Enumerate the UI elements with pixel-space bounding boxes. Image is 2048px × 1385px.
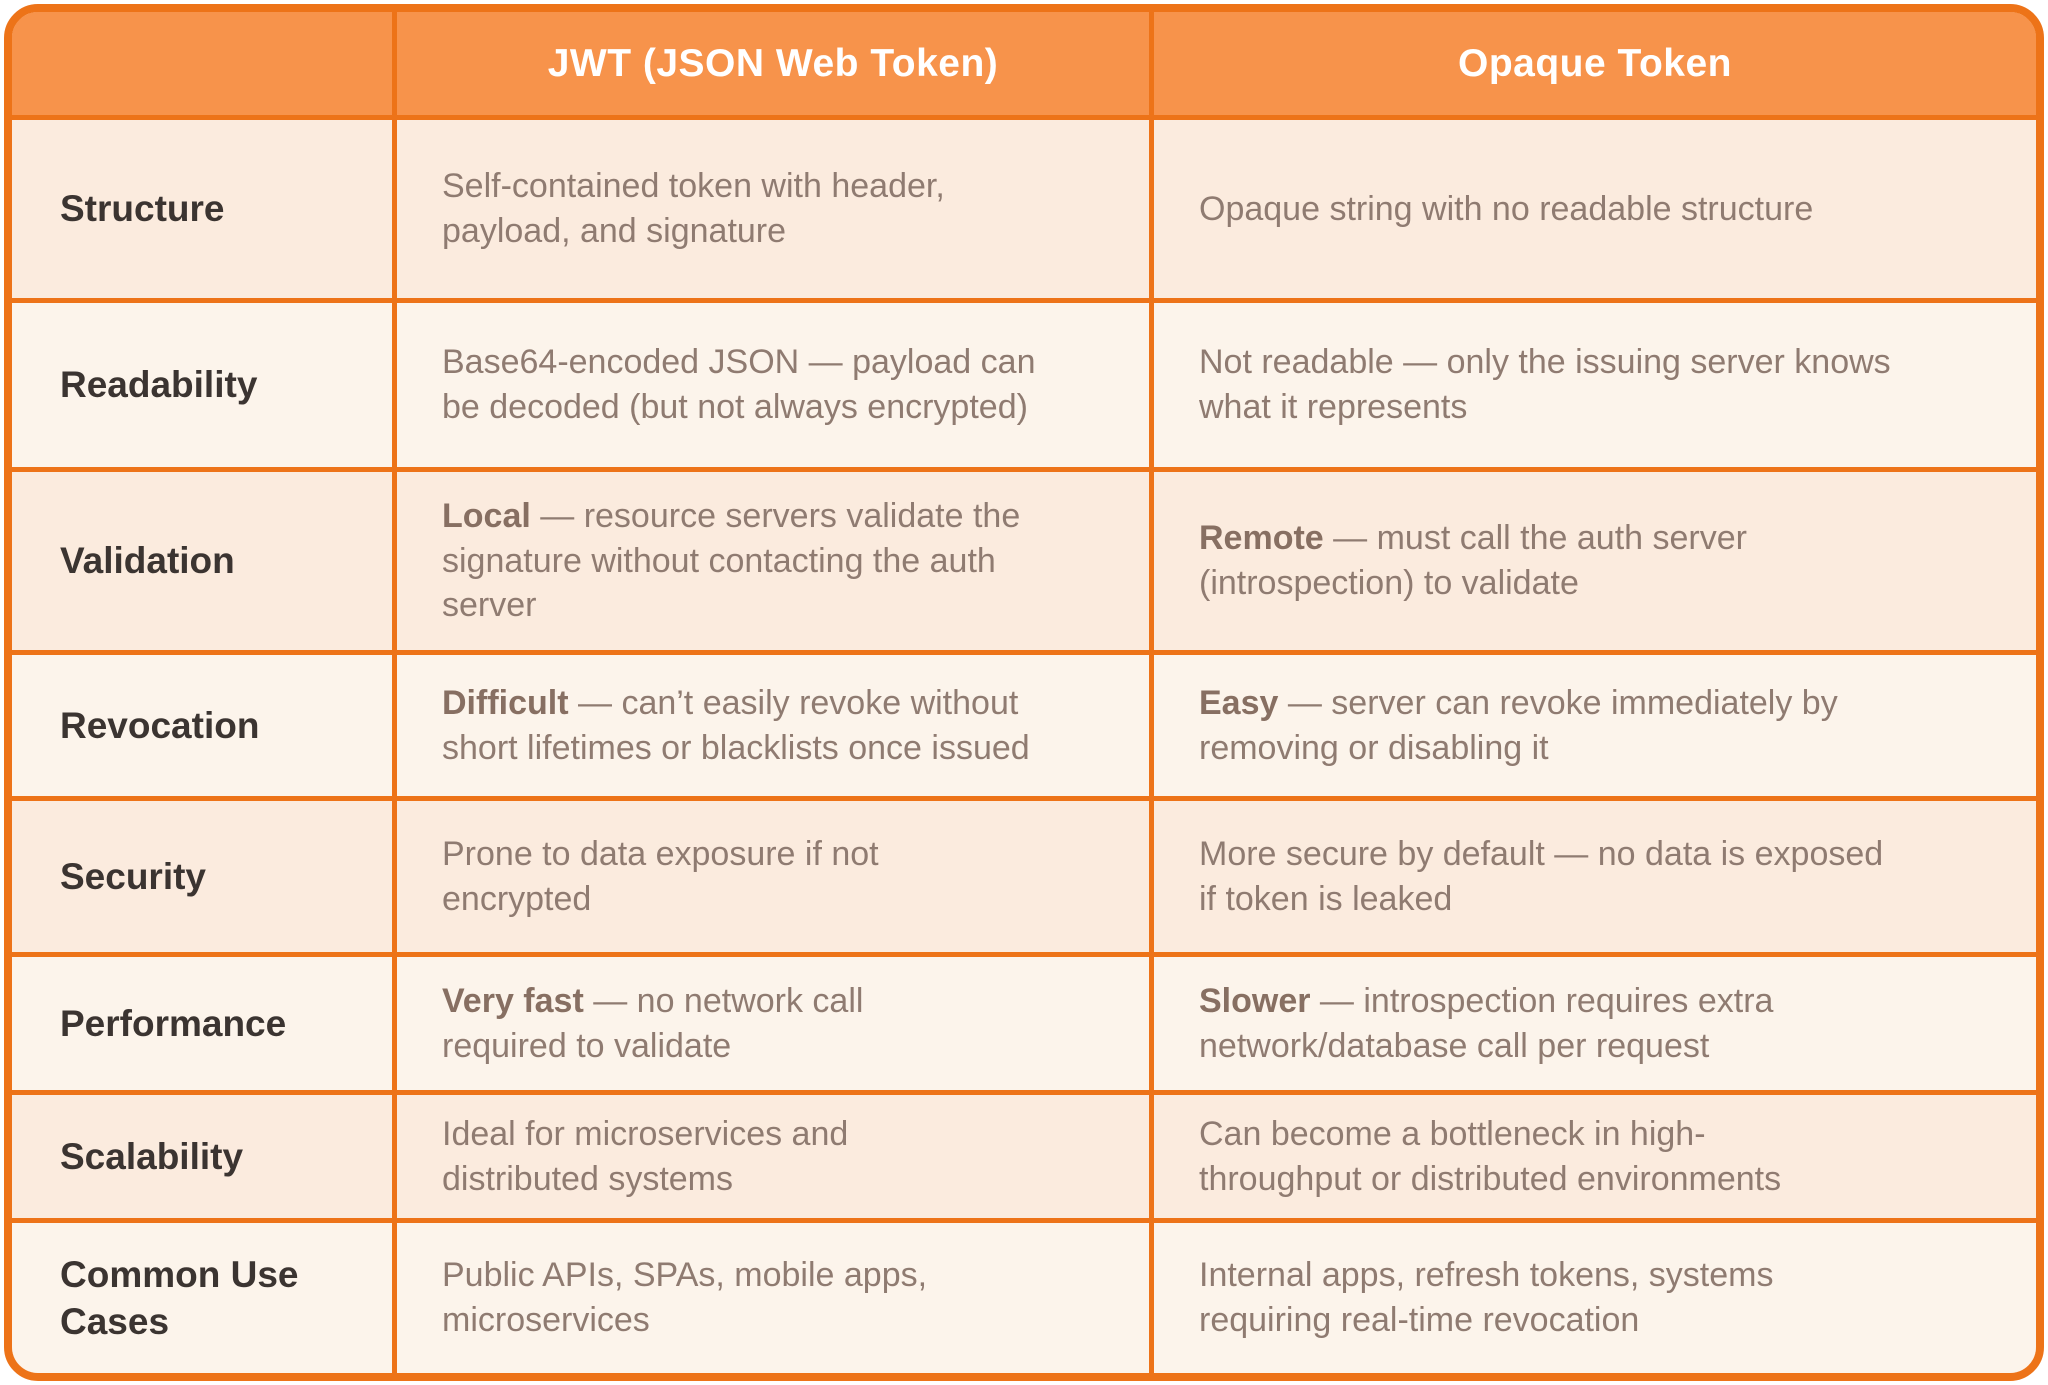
comparison-table: JWT (JSON Web Token) Opaque Token Struct… [4, 4, 2044, 1381]
cell-text: More secure by default — no data is expo… [1199, 832, 1883, 922]
jwt-cell-readability: Base64-encoded JSON — payload can be dec… [397, 303, 1149, 467]
cell-body-text: Not readable — only the issuing server k… [1199, 343, 1891, 426]
jwt-cell-revocation: Difficult — can’t easily revoke without … [397, 655, 1149, 796]
row-label-security: Security [12, 801, 392, 952]
cell-text: Not readable — only the issuing server k… [1199, 340, 1891, 430]
cell-text: Ideal for microservices and distributed … [442, 1112, 848, 1202]
opaque-cell-security: More secure by default — no data is expo… [1154, 801, 2036, 952]
jwt-cell-security: Prone to data exposure if not encrypted [397, 801, 1149, 952]
cell-body-text: Can become a bottleneck in high- through… [1199, 1114, 1782, 1198]
cell-text: Internal apps, refresh tokens, systems r… [1199, 1253, 1773, 1343]
lead-word: Slower [1199, 981, 1311, 1020]
opaque-cell-validation: Remote — must call the auth server (intr… [1154, 472, 2036, 650]
cell-body-text: Self-contained token with header, payloa… [442, 167, 945, 250]
opaque-cell-scalability: Can become a bottleneck in high- through… [1154, 1095, 2036, 1218]
jwt-column-header-label: JWT (JSON Web Token) [547, 41, 999, 85]
cell-text: Opaque string with no readable structure [1199, 187, 1813, 232]
cell-body-text: — server can revoke immediately by remov… [1199, 683, 1838, 767]
opaque-cell-revocation: Easy — server can revoke immediately by … [1154, 655, 2036, 796]
corner-header-cell [12, 12, 392, 115]
cell-text: Public APIs, SPAs, mobile apps, microser… [442, 1253, 927, 1343]
cell-text: Base64-encoded JSON — payload can be dec… [442, 340, 1035, 430]
row-label-performance: Performance [12, 957, 392, 1090]
cell-body-text: — no network call required to validate [442, 981, 864, 1065]
lead-word: Local [442, 496, 531, 535]
jwt-column-header: JWT (JSON Web Token) [397, 12, 1149, 115]
opaque-cell-performance: Slower — introspection requires extra ne… [1154, 957, 2036, 1090]
row-label-revocation: Revocation [12, 655, 392, 796]
jwt-cell-structure: Self-contained token with header, payloa… [397, 120, 1149, 298]
cell-body-text: More secure by default — no data is expo… [1199, 834, 1884, 918]
cell-body-text: — can’t easily revoke without short life… [442, 683, 1030, 767]
cell-text: Easy — server can revoke immediately by … [1199, 681, 1838, 771]
cell-body-text: Internal apps, refresh tokens, systems r… [1199, 1256, 1774, 1339]
cell-text: Can become a bottleneck in high- through… [1199, 1112, 1781, 1202]
row-label-common-use-cases: Common Use Cases [12, 1223, 392, 1373]
cell-body-text: — introspection requires extra network/d… [1199, 981, 1774, 1065]
row-label-readability: Readability [12, 303, 392, 467]
cell-text: Prone to data exposure if not encrypted [442, 832, 879, 922]
cell-body-text: — must call the auth server (introspecti… [1199, 519, 1747, 602]
jwt-cell-performance: Very fast — no network call required to … [397, 957, 1149, 1090]
cell-body-text: — resource servers validate the signatur… [442, 496, 1021, 625]
opaque-cell-readability: Not readable — only the issuing server k… [1154, 303, 2036, 467]
jwt-cell-common-use-cases: Public APIs, SPAs, mobile apps, microser… [397, 1223, 1149, 1373]
cell-text: Difficult — can’t easily revoke without … [442, 681, 1030, 771]
cell-body-text: Ideal for microservices and distributed … [442, 1114, 849, 1198]
lead-word: Easy [1199, 683, 1279, 722]
cell-text: Local — resource servers validate the si… [442, 494, 1020, 629]
lead-word: Remote [1199, 519, 1324, 558]
cell-text: Very fast — no network call required to … [442, 979, 863, 1069]
table-grid: JWT (JSON Web Token) Opaque Token Struct… [12, 12, 2036, 1373]
cell-body-text: Public APIs, SPAs, mobile apps, microser… [442, 1256, 928, 1339]
opaque-cell-common-use-cases: Internal apps, refresh tokens, systems r… [1154, 1223, 2036, 1373]
cell-body-text: Prone to data exposure if not encrypted [442, 834, 879, 918]
jwt-cell-scalability: Ideal for microservices and distributed … [397, 1095, 1149, 1218]
row-label-structure: Structure [12, 120, 392, 298]
opaque-column-header: Opaque Token [1154, 12, 2036, 115]
cell-body-text: Opaque string with no readable structure [1199, 189, 1814, 228]
jwt-cell-validation: Local — resource servers validate the si… [397, 472, 1149, 650]
lead-word: Difficult [442, 683, 569, 722]
lead-word: Very fast [442, 981, 584, 1020]
row-label-scalability: Scalability [12, 1095, 392, 1218]
row-label-validation: Validation [12, 472, 392, 650]
opaque-column-header-label: Opaque Token [1458, 41, 1732, 85]
cell-text: Slower — introspection requires extra ne… [1199, 979, 1773, 1069]
opaque-cell-structure: Opaque string with no readable structure [1154, 120, 2036, 298]
cell-body-text: Base64-encoded JSON — payload can be dec… [442, 343, 1036, 426]
cell-text: Self-contained token with header, payloa… [442, 164, 945, 254]
cell-text: Remote — must call the auth server (intr… [1199, 516, 1747, 606]
